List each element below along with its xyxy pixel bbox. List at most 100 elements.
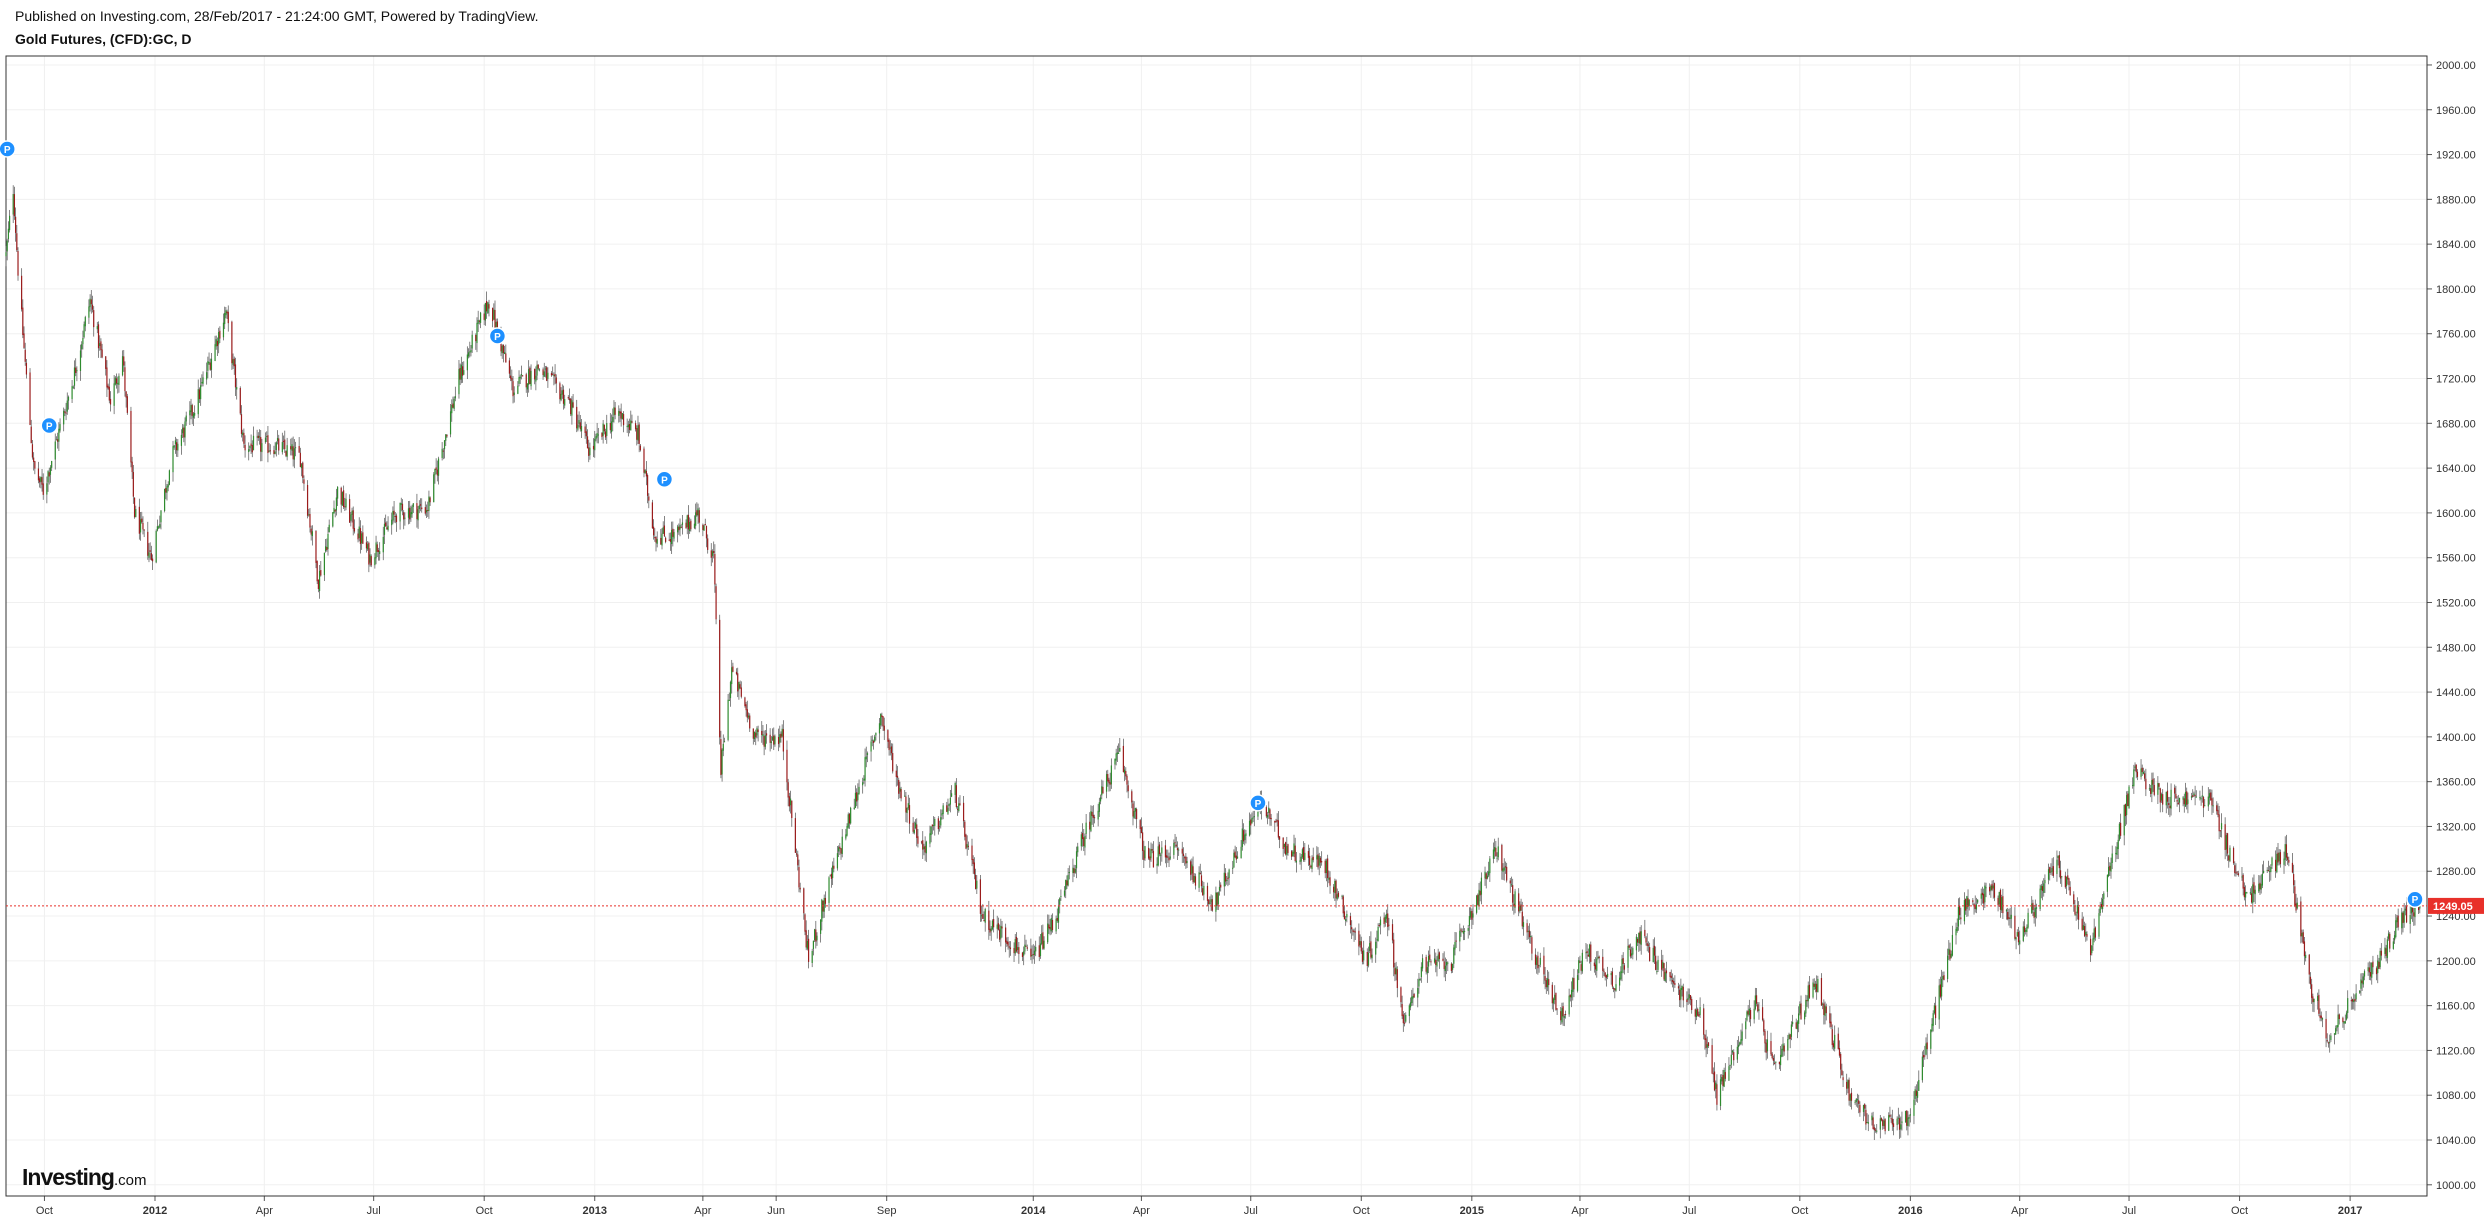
- candle-body: [1830, 1021, 1832, 1027]
- candle-body: [1409, 1002, 1412, 1008]
- candle-body: [1158, 844, 1161, 855]
- candle-body: [2052, 866, 2054, 876]
- candle-body: [97, 324, 100, 349]
- candle-body: [2208, 793, 2211, 798]
- candle-body: [753, 731, 756, 740]
- candle-body: [1360, 941, 1362, 952]
- candle-body: [1606, 973, 1609, 977]
- candle-body: [2043, 883, 2045, 893]
- candle-body: [2093, 928, 2095, 940]
- candle-body: [1026, 947, 1028, 949]
- candle-body: [932, 825, 935, 827]
- candle-body: [1639, 931, 1641, 944]
- candle-body: [937, 818, 939, 830]
- candle-body: [1590, 944, 1592, 962]
- candle-body: [1721, 1077, 1723, 1082]
- symbol-title: Gold Futures, (CFD):GC, D: [15, 31, 192, 47]
- candle-body: [326, 547, 328, 550]
- candle-body: [403, 512, 405, 520]
- candle-body: [621, 413, 623, 420]
- candle-body: [1050, 918, 1052, 932]
- candle-body: [107, 385, 109, 389]
- candle-body: [1066, 880, 1068, 886]
- candle-body: [2150, 788, 2152, 794]
- candle-body: [1294, 845, 1296, 861]
- candle-body: [811, 951, 813, 963]
- candle-body: [320, 570, 322, 576]
- event-marker-icon[interactable]: P: [1249, 794, 1267, 812]
- y-tick-label: 1400.00: [2436, 732, 2476, 744]
- candle-body: [1854, 1101, 1856, 1103]
- candle-body: [2378, 961, 2380, 969]
- candle-body: [2336, 1025, 2338, 1029]
- candle-body: [946, 805, 948, 812]
- candle-body: [1024, 944, 1026, 952]
- candle-body: [1224, 873, 1227, 882]
- candle-body: [594, 438, 596, 451]
- candle-body: [2168, 803, 2170, 805]
- candle-body: [416, 503, 418, 520]
- candle-body: [1429, 954, 1431, 960]
- candle-body: [1051, 919, 1054, 931]
- candle-body: [2380, 950, 2382, 956]
- candle-body: [555, 377, 557, 384]
- event-marker-icon[interactable]: P: [40, 416, 59, 435]
- candle-body: [1998, 891, 2000, 905]
- candle-body: [1454, 941, 1456, 950]
- candle-body: [1554, 994, 1556, 1000]
- candle-body: [1847, 1080, 1849, 1089]
- candle-body: [377, 550, 380, 552]
- candle-body: [1370, 941, 1372, 958]
- candle-body: [22, 307, 24, 336]
- candle-body: [1248, 820, 1251, 836]
- y-tick-label: 1800.00: [2436, 284, 2476, 296]
- candle-body: [1199, 873, 1201, 875]
- candle-body: [345, 498, 347, 508]
- candle-body: [1075, 851, 1078, 869]
- candle-body: [138, 506, 140, 534]
- candle-body: [1391, 924, 1394, 941]
- candle-body: [2369, 971, 2372, 977]
- candle-body: [1832, 1043, 1835, 1048]
- candle-body: [592, 445, 595, 450]
- candle-body: [1077, 846, 1079, 853]
- event-marker-icon[interactable]: P: [655, 470, 674, 489]
- candle-body: [1215, 892, 1217, 912]
- candle-body: [2320, 1015, 2322, 1019]
- candle-body: [34, 461, 36, 469]
- candle-body: [2266, 869, 2268, 871]
- candle-body: [300, 464, 303, 469]
- candle-body: [1686, 999, 1688, 1003]
- candle-body: [316, 561, 318, 582]
- candle-body: [1712, 1073, 1714, 1075]
- event-marker-icon[interactable]: P: [2406, 890, 2424, 908]
- candle-body: [1955, 928, 1957, 936]
- candle-body: [365, 542, 368, 549]
- candle-body: [218, 332, 220, 345]
- candle-body: [394, 515, 396, 517]
- candle-body: [2244, 891, 2247, 898]
- candle-body: [898, 779, 900, 794]
- event-marker-icon[interactable]: P: [488, 327, 507, 345]
- candle-body: [1042, 932, 1044, 949]
- candle-body: [663, 525, 666, 537]
- candle-body: [151, 558, 154, 562]
- candle-body: [126, 396, 128, 413]
- candle-body: [1618, 977, 1621, 986]
- candle-body: [1068, 871, 1070, 874]
- candle-body: [2207, 796, 2209, 807]
- candle-body: [290, 446, 292, 450]
- event-marker-icon[interactable]: P: [0, 140, 16, 158]
- candle-body: [799, 887, 801, 890]
- candle-body: [225, 310, 227, 316]
- candle-body: [840, 848, 842, 854]
- candle-body: [1876, 1130, 1878, 1132]
- candle-body: [1378, 924, 1380, 926]
- candle-body: [1796, 1021, 1799, 1030]
- candle-body: [1080, 834, 1082, 847]
- candle-body: [1125, 771, 1127, 777]
- candle-body: [298, 446, 300, 453]
- candle-body: [2220, 823, 2223, 830]
- candle-body: [2076, 905, 2078, 914]
